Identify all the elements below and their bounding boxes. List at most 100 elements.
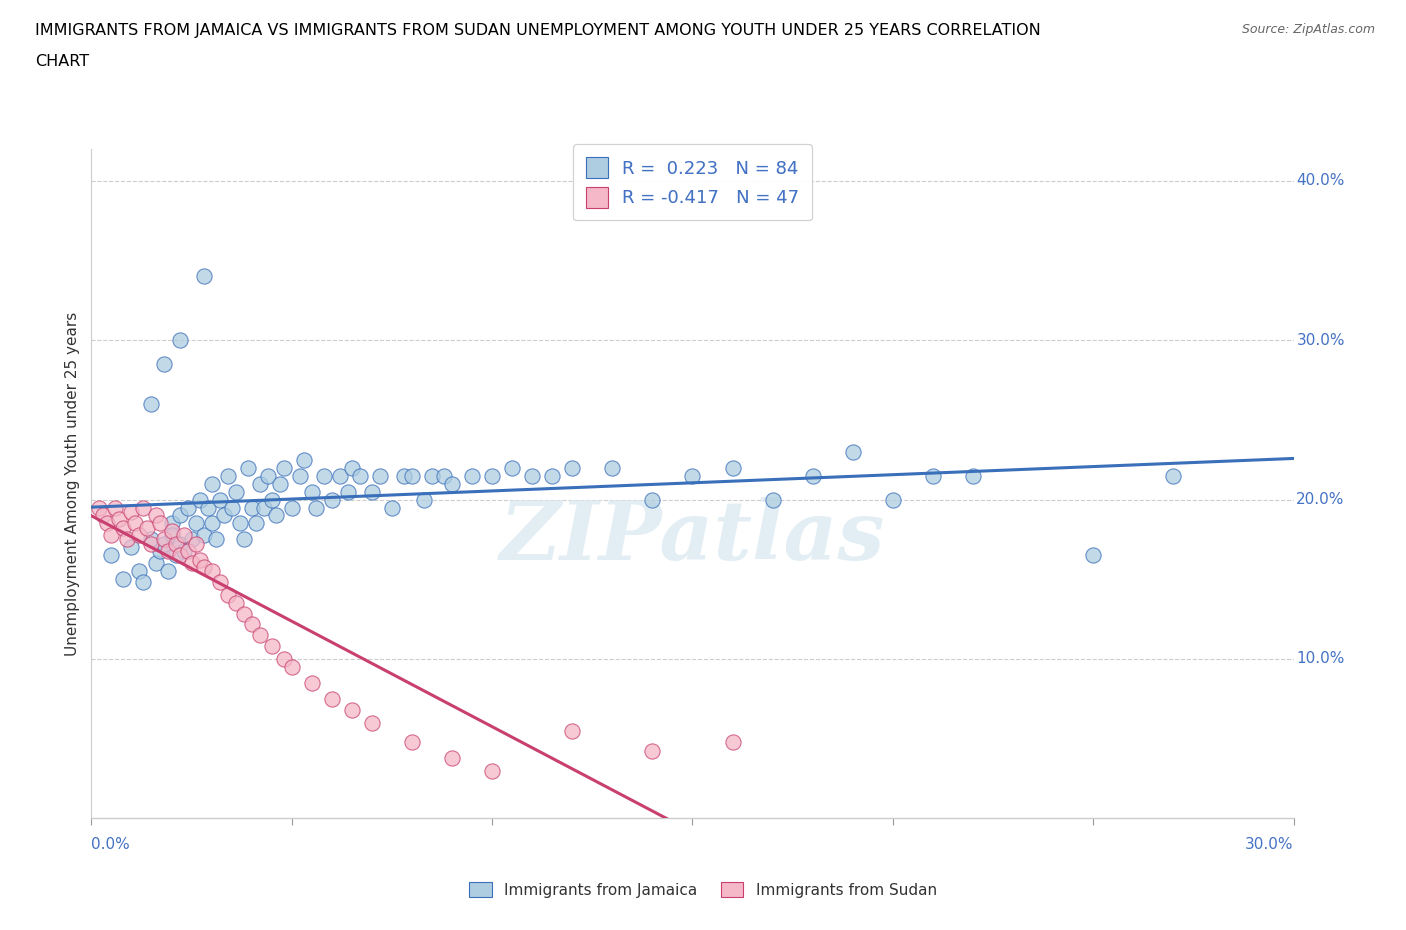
Point <box>156 543 179 558</box>
Point <box>208 575 231 590</box>
Text: 20.0%: 20.0% <box>1296 492 1344 507</box>
Point <box>152 537 174 551</box>
Point <box>329 468 352 483</box>
Point <box>249 476 271 491</box>
Point <box>360 715 382 730</box>
Point <box>169 508 191 523</box>
Point <box>141 532 163 547</box>
Point <box>281 500 304 515</box>
Point <box>440 476 463 491</box>
Point <box>145 556 167 571</box>
Point <box>217 468 239 483</box>
Point <box>641 492 664 507</box>
Point <box>392 468 415 483</box>
Point <box>104 500 127 515</box>
Point <box>420 468 443 483</box>
Point <box>204 532 226 547</box>
Point <box>1083 548 1105 563</box>
Point <box>160 516 183 531</box>
Point <box>681 468 703 483</box>
Legend: Immigrants from Jamaica, Immigrants from Sudan: Immigrants from Jamaica, Immigrants from… <box>463 875 943 904</box>
Point <box>121 540 143 555</box>
Point <box>240 500 263 515</box>
Point <box>641 744 664 759</box>
Point <box>260 492 283 507</box>
Point <box>173 527 195 542</box>
Point <box>201 564 224 578</box>
Point <box>225 485 247 499</box>
Point <box>312 468 335 483</box>
Point <box>145 508 167 523</box>
Point <box>340 702 363 717</box>
Point <box>281 659 304 674</box>
Point <box>360 485 382 499</box>
Point <box>176 500 198 515</box>
Point <box>128 527 150 542</box>
Point <box>236 460 259 475</box>
Point <box>245 516 267 531</box>
Text: CHART: CHART <box>35 54 89 69</box>
Point <box>273 460 295 475</box>
Point <box>225 596 247 611</box>
Point <box>89 500 111 515</box>
Point <box>260 639 283 654</box>
Text: 30.0%: 30.0% <box>1296 333 1344 348</box>
Point <box>173 543 195 558</box>
Point <box>136 521 159 536</box>
Point <box>93 508 115 523</box>
Point <box>882 492 904 507</box>
Point <box>232 532 254 547</box>
Text: IMMIGRANTS FROM JAMAICA VS IMMIGRANTS FROM SUDAN UNEMPLOYMENT AMONG YOUTH UNDER : IMMIGRANTS FROM JAMAICA VS IMMIGRANTS FR… <box>35 23 1040 38</box>
Point <box>169 333 191 348</box>
Point <box>228 516 250 531</box>
Point <box>180 556 202 571</box>
Point <box>256 468 278 483</box>
Point <box>273 652 295 667</box>
Point <box>301 485 323 499</box>
Point <box>1163 468 1185 483</box>
Point <box>461 468 484 483</box>
Legend: R =  0.223   N = 84, R = -0.417   N = 47: R = 0.223 N = 84, R = -0.417 N = 47 <box>574 144 811 220</box>
Text: 10.0%: 10.0% <box>1296 652 1344 667</box>
Point <box>249 628 271 643</box>
Y-axis label: Unemployment Among Youth under 25 years: Unemployment Among Youth under 25 years <box>65 312 80 656</box>
Point <box>141 537 163 551</box>
Text: Source: ZipAtlas.com: Source: ZipAtlas.com <box>1241 23 1375 36</box>
Point <box>169 537 191 551</box>
Point <box>212 508 235 523</box>
Point <box>193 527 215 542</box>
Point <box>100 548 122 563</box>
Point <box>922 468 945 483</box>
Point <box>124 516 146 531</box>
Point <box>401 468 423 483</box>
Point <box>440 751 463 765</box>
Point <box>221 500 243 515</box>
Point <box>117 532 139 547</box>
Point <box>269 476 291 491</box>
Point <box>148 516 170 531</box>
Point <box>180 532 202 547</box>
Point <box>561 460 583 475</box>
Point <box>188 552 211 567</box>
Point <box>100 527 122 542</box>
Point <box>193 269 215 284</box>
Point <box>288 468 311 483</box>
Point <box>401 735 423 750</box>
Point <box>208 492 231 507</box>
Point <box>801 468 824 483</box>
Point <box>96 516 118 531</box>
Point <box>141 396 163 411</box>
Point <box>197 500 219 515</box>
Point <box>321 492 343 507</box>
Point <box>240 617 263 631</box>
Text: 40.0%: 40.0% <box>1296 173 1344 188</box>
Point <box>413 492 436 507</box>
Point <box>160 524 183 538</box>
Point <box>541 468 564 483</box>
Point <box>721 460 744 475</box>
Point <box>160 527 183 542</box>
Point <box>201 516 224 531</box>
Point <box>368 468 391 483</box>
Point <box>165 548 187 563</box>
Point <box>193 559 215 574</box>
